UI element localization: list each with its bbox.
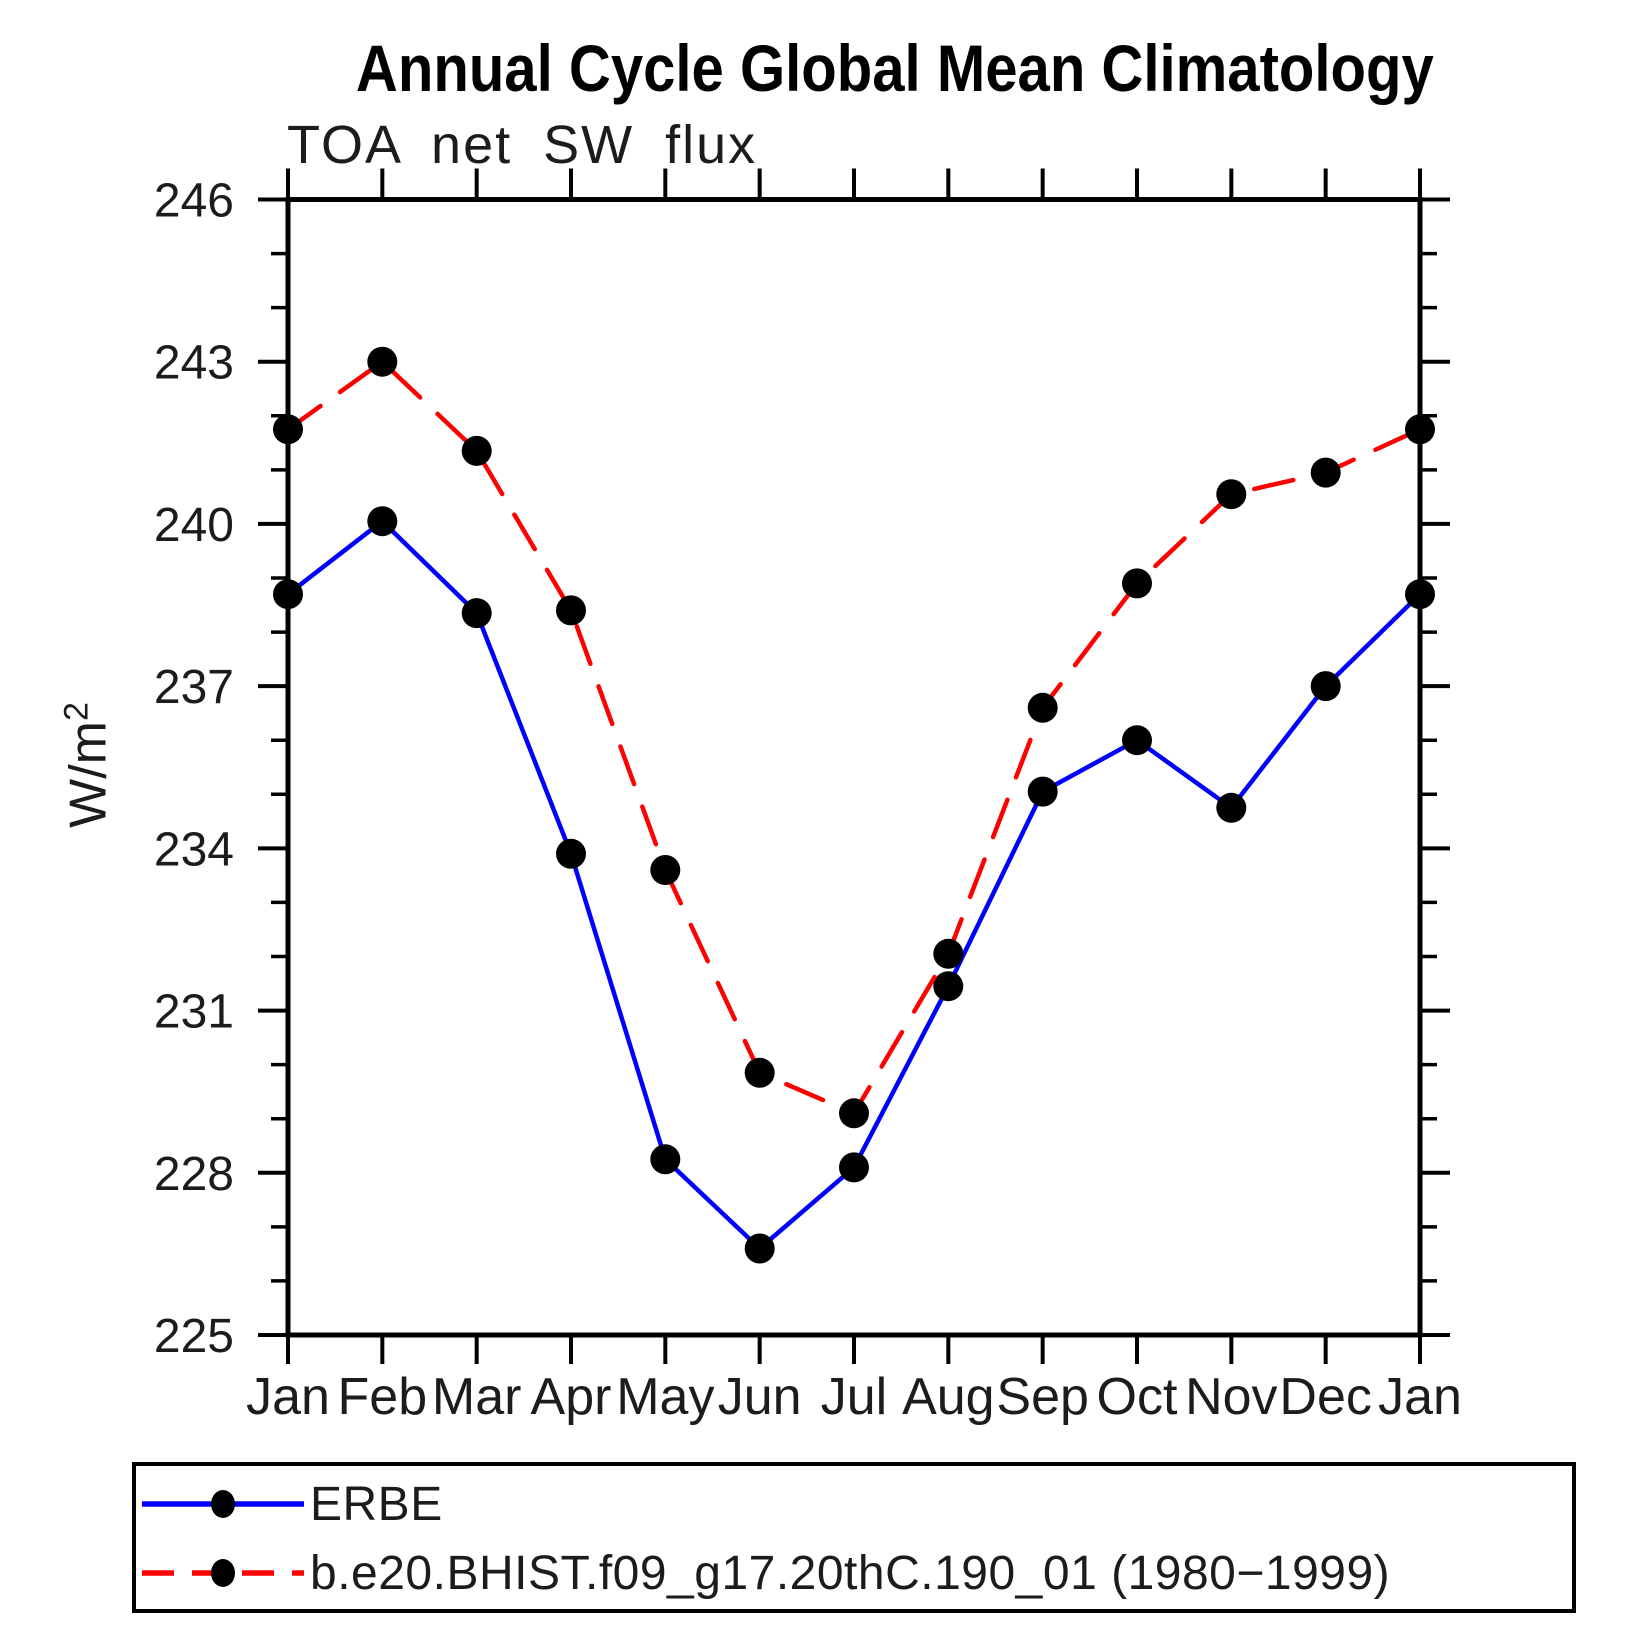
model-series-line	[285, 359, 1423, 1116]
model-data-point	[933, 938, 964, 969]
y-axis-tick-label: 243	[154, 337, 234, 390]
model-data-point	[839, 1098, 869, 1129]
model-data-point	[1310, 457, 1341, 488]
model-data-point	[461, 435, 492, 466]
model-data-point	[1216, 479, 1247, 510]
chart-title: Annual Cycle Global Mean Climatology	[355, 31, 1434, 105]
x-axis-tick-label: Jun	[718, 1368, 802, 1426]
legend-label-erbe: ERBE	[310, 1477, 443, 1531]
x-axis-tick-label: Jul	[821, 1368, 887, 1426]
y-axis-tick-label: 246	[154, 175, 234, 228]
erbe-data-point	[556, 838, 586, 869]
erbe-data-point	[839, 1152, 869, 1183]
y-axis-tick-label: 231	[154, 986, 234, 1039]
x-axis-tick-label: Jan	[246, 1368, 330, 1426]
model-data-point	[367, 346, 398, 377]
erbe-data-point	[1310, 671, 1341, 702]
x-axis-tick-label: Feb	[338, 1368, 428, 1426]
x-axis-tick-label: Dec	[1279, 1368, 1371, 1426]
x-axis-tick-label: Aug	[902, 1368, 995, 1426]
y-axis-tick-label: 237	[154, 661, 234, 714]
legend-marker-dot	[211, 1559, 235, 1587]
legend-label-model: b.e20.BHIST.f09_g17.20thC.190_01 (1980−1…	[310, 1546, 1391, 1600]
legend-sample-erbe	[142, 1490, 304, 1518]
model-data-point	[1405, 414, 1435, 445]
legend-entry-model: b.e20.BHIST.f09_g17.20thC.190_01 (1980−1…	[138, 1545, 1390, 1601]
y-axis-tick-label: 234	[154, 823, 234, 876]
erbe-series-line	[285, 518, 1423, 1251]
erbe-data-point	[367, 506, 398, 537]
x-axis-tick-label: Sep	[996, 1368, 1089, 1426]
model-data-point	[556, 595, 586, 626]
legend-entry-erbe: ERBE	[138, 1476, 443, 1532]
legend-box: ERBE b.e20.BHIST.f09_g17.20thC.190_01 (1…	[132, 1462, 1576, 1613]
model-data-point	[650, 855, 681, 885]
x-axis-tick-label: May	[616, 1368, 714, 1426]
x-axis-tick-label: Mar	[432, 1368, 522, 1426]
erbe-data-point	[1027, 776, 1058, 807]
model-data-point	[1027, 692, 1058, 723]
erbe-data-point	[650, 1144, 681, 1175]
x-axis-tick-label: Oct	[1097, 1368, 1178, 1426]
erbe-data-point	[273, 579, 303, 610]
erbe-data-point	[744, 1233, 775, 1264]
erbe-data-point	[1216, 792, 1247, 823]
legend-marker-dot	[211, 1490, 235, 1518]
erbe-data-point	[461, 598, 492, 629]
x-axis-tick-label: Apr	[531, 1368, 612, 1426]
x-axis-tick-label: Nov	[1185, 1368, 1277, 1426]
chart-subtitle: TOA net SW flux	[287, 115, 758, 175]
legend-sample-model	[142, 1559, 304, 1587]
y-axis-tick-label: 225	[154, 1310, 234, 1363]
x-axis-tick-label: Jan	[1378, 1368, 1462, 1426]
model-data-point	[744, 1057, 775, 1088]
y-axis-tick-label: 240	[154, 499, 234, 552]
y-axis-tick-label: 228	[154, 1148, 234, 1201]
erbe-data-point	[933, 971, 964, 1002]
erbe-data-point	[1122, 725, 1152, 756]
model-data-point	[1122, 568, 1152, 599]
model-data-point	[273, 414, 303, 445]
erbe-data-point	[1405, 579, 1435, 610]
